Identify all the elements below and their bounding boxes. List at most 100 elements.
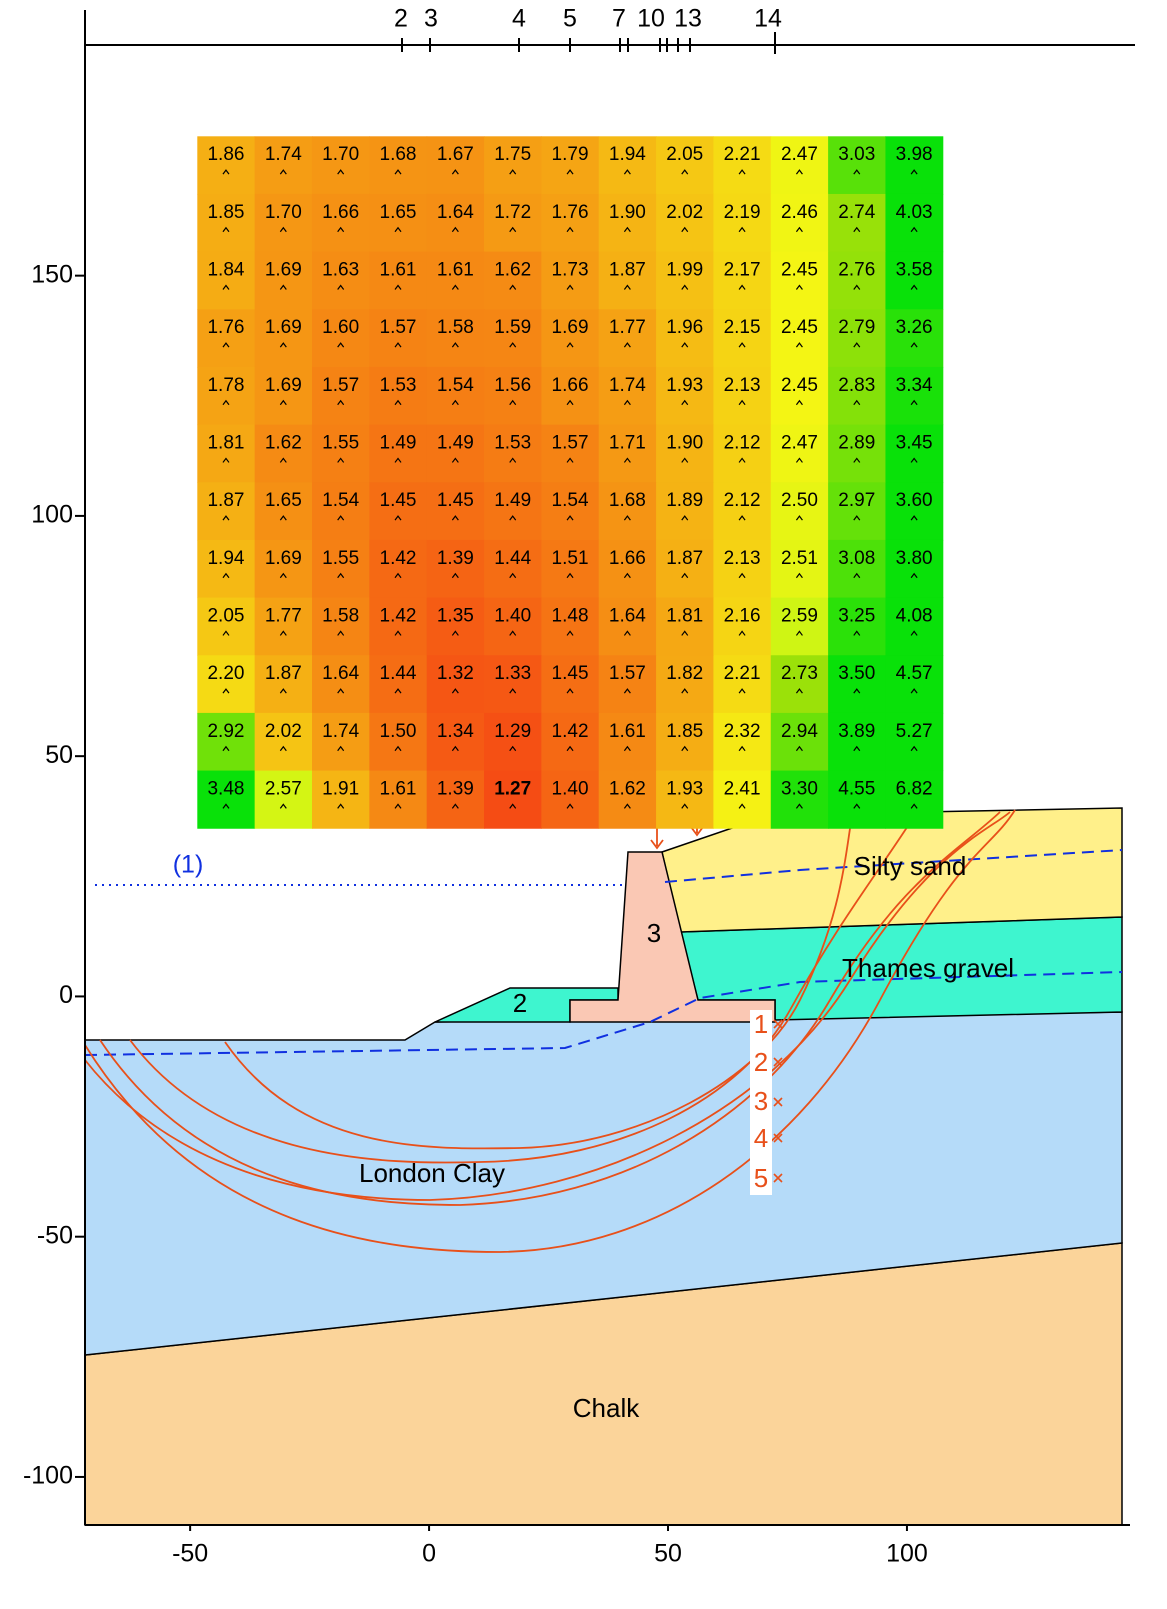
cell-label: 1.27 [494, 778, 531, 799]
layer-label: Chalk [573, 1393, 640, 1423]
cell-label: 1.42 [380, 605, 417, 626]
cell-label: 1.85 [666, 721, 703, 742]
cell-label: 1.94 [609, 144, 646, 165]
slip-label: 5 [754, 1163, 768, 1193]
cell-label: 3.48 [207, 778, 244, 799]
cell-label: 2.47 [781, 432, 818, 453]
cell-label: 1.56 [494, 375, 531, 396]
cell-label: 3.34 [896, 375, 933, 396]
cell-label: 1.51 [552, 548, 589, 569]
cell-label: 2.21 [724, 144, 761, 165]
cell-label: 2.94 [781, 721, 818, 742]
water-label: (1) [173, 851, 204, 879]
cell-label: 2.51 [781, 548, 818, 569]
cell-label: 1.42 [380, 548, 417, 569]
cell-label: 3.03 [838, 144, 875, 165]
cell-label: 1.91 [322, 778, 359, 799]
cell-label: 1.81 [207, 432, 244, 453]
slip-label: 3 [754, 1086, 768, 1116]
cell-label: 1.75 [494, 144, 531, 165]
cell-label: 1.65 [265, 490, 302, 511]
cell-label: 2.50 [781, 490, 818, 511]
cell-label: 4.08 [896, 605, 933, 626]
cell-label: 1.66 [609, 548, 646, 569]
cell-label: 2.12 [724, 490, 761, 511]
cell-label: 1.72 [494, 202, 531, 223]
cell-label: 1.68 [380, 144, 417, 165]
cell-label: 1.81 [666, 605, 703, 626]
cell-label: 1.44 [494, 548, 531, 569]
cell-label: 1.82 [666, 663, 703, 684]
cell-label: 2.12 [724, 432, 761, 453]
slip-label: 1 [754, 1009, 768, 1039]
cell-label: 1.29 [494, 721, 531, 742]
layer-label: Thames gravel [842, 953, 1014, 983]
cell-label: 2.32 [724, 721, 761, 742]
cell-label: 1.57 [609, 663, 646, 684]
cell-label: 3.26 [896, 317, 933, 338]
cell-label: 1.69 [552, 317, 589, 338]
cell-label: 2.02 [666, 202, 703, 223]
cell-label: 1.74 [322, 721, 359, 742]
cell-label: 3.80 [896, 548, 933, 569]
cell-label: 1.93 [666, 375, 703, 396]
cell-label: 1.86 [207, 144, 244, 165]
cell-label: 2.46 [781, 202, 818, 223]
cell-label: 2.47 [781, 144, 818, 165]
cell-label: 1.99 [666, 259, 703, 280]
region-label: 2 [513, 988, 527, 1018]
top-marker-label: 3 [424, 5, 438, 33]
cell-label: 1.40 [552, 778, 589, 799]
cell-label: 1.44 [380, 663, 417, 684]
cell-label: 2.57 [265, 778, 302, 799]
cell-label: 1.76 [207, 317, 244, 338]
cell-label: 1.65 [380, 202, 417, 223]
x-tick-label: 100 [886, 1540, 928, 1568]
y-tick-label: 150 [31, 260, 73, 288]
cell-label: 1.34 [437, 721, 474, 742]
cell-label: 1.53 [380, 375, 417, 396]
cell-label: 1.45 [552, 663, 589, 684]
cell-label: 1.57 [322, 375, 359, 396]
cell-label: 2.02 [265, 721, 302, 742]
cell-label: 1.64 [322, 663, 359, 684]
cell-label: 1.45 [437, 490, 474, 511]
y-tick-label: 50 [45, 741, 73, 769]
y-tick-label: 100 [31, 501, 73, 529]
cell-label: 2.45 [781, 375, 818, 396]
cell-label: 1.33 [494, 663, 531, 684]
cell-label: 1.76 [552, 202, 589, 223]
y-tick-label: 0 [59, 981, 73, 1009]
cell-label: 2.59 [781, 605, 818, 626]
cell-label: 1.54 [322, 490, 359, 511]
cell-label: 1.87 [207, 490, 244, 511]
top-marker-label: 2 [394, 5, 408, 33]
cell-label: 2.76 [838, 259, 875, 280]
cell-label: 4.55 [838, 778, 875, 799]
top-marker-label: 7 [612, 5, 626, 33]
cell-label: 2.20 [207, 663, 244, 684]
cell-label: 1.39 [437, 778, 474, 799]
cell-label: 2.45 [781, 317, 818, 338]
cell-label: 3.50 [838, 663, 875, 684]
slip-label: 4 [754, 1123, 768, 1153]
top-marker-label: 14 [754, 5, 782, 33]
cell-label: 1.73 [552, 259, 589, 280]
cell-label: 1.69 [265, 375, 302, 396]
cell-label: 1.63 [322, 259, 359, 280]
cell-label: 1.70 [322, 144, 359, 165]
cell-label: 1.62 [609, 778, 646, 799]
chart: 1.861.741.701.681.671.751.791.942.052.21… [0, 0, 1167, 1609]
cell-label: 2.97 [838, 490, 875, 511]
cell-label: 2.16 [724, 605, 761, 626]
cell-label: 1.32 [437, 663, 474, 684]
cell-label: 1.90 [666, 432, 703, 453]
cell-label: 1.94 [207, 548, 244, 569]
cell-label: 1.42 [552, 721, 589, 742]
cell-label: 1.79 [552, 144, 589, 165]
cell-label: 3.08 [838, 548, 875, 569]
cell-label: 1.68 [609, 490, 646, 511]
cell-label: 1.59 [494, 317, 531, 338]
cell-label: 1.40 [494, 605, 531, 626]
